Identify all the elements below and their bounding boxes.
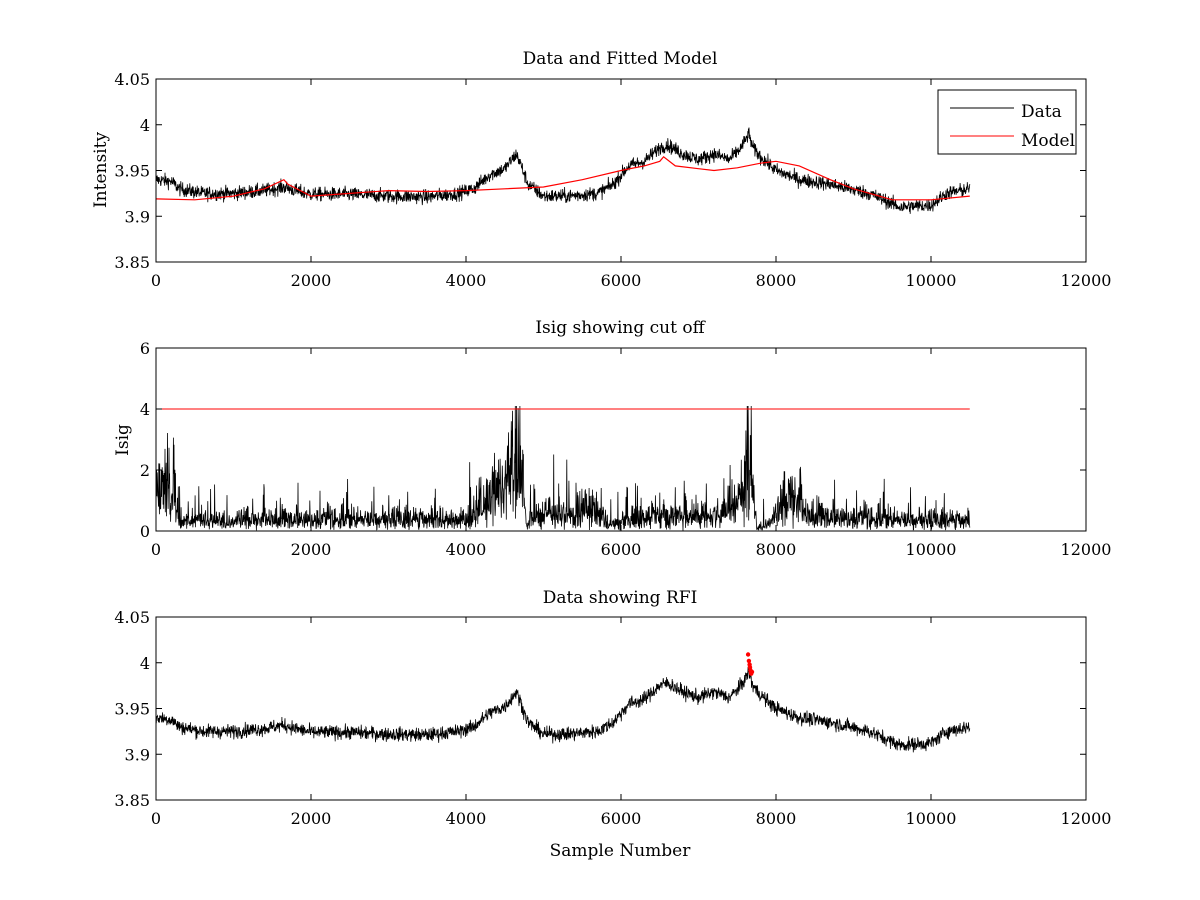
y-tick-label: 3.95 — [114, 700, 150, 719]
ticks-layer: 0 2000 4000 6000 8000 10000 12000 0 2 4 6 — [140, 339, 1112, 559]
plot-frame — [155, 78, 1087, 263]
x-tick-label: 0 — [151, 809, 161, 828]
y-tick-label: 6 — [140, 339, 150, 358]
y-tick-label: 4.05 — [114, 70, 150, 89]
rfi-marker — [745, 652, 751, 657]
y-axis-label: Isig — [113, 424, 133, 456]
x-tick-label: 4000 — [446, 809, 487, 828]
x-tick-label: 6000 — [601, 271, 642, 290]
x-tick-label: 4000 — [446, 271, 487, 290]
legend-box — [937, 89, 1077, 155]
data-series-line — [155, 127, 971, 214]
isig-series-line — [155, 405, 971, 531]
legend-label-data: Data — [1021, 102, 1062, 122]
y-tick-label: 3.85 — [114, 791, 150, 810]
subplot-data-and-fitted-model: Data and Fitted Model Intensity 0 2000 400… — [91, 49, 1111, 290]
chart-title: Data and Fitted Model — [523, 49, 718, 69]
plot-frame — [155, 347, 1087, 532]
ticks-layer: 0 2000 4000 6000 8000 10000 12000 3.85 3.9 3.95 4 4… — [114, 70, 1111, 290]
x-axis-label: Sample Number — [550, 841, 692, 861]
y-tick-label: 2 — [140, 461, 150, 480]
x-tick-label: 6000 — [601, 540, 642, 559]
y-axis-label: Intensity — [91, 132, 111, 208]
series-layer — [155, 405, 971, 531]
y-tick-label: 3.85 — [114, 253, 150, 272]
subplot-data-showing-rfi: Data showing RFI Sample Number 0 2000 4000… — [114, 588, 1111, 861]
rfi-marker — [749, 669, 755, 675]
legend-label-model: Model — [1021, 131, 1075, 151]
y-tick-label: 4.05 — [114, 608, 150, 627]
x-tick-label: 12000 — [1061, 271, 1112, 290]
x-tick-label: 12000 — [1061, 809, 1112, 828]
plot-frame — [155, 616, 1087, 801]
series-layer — [155, 652, 971, 753]
x-tick-label: 10000 — [906, 809, 957, 828]
y-tick-label: 3.9 — [125, 207, 150, 226]
x-tick-label: 4000 — [446, 540, 487, 559]
legend: Data Model — [937, 89, 1077, 155]
x-tick-label: 12000 — [1061, 540, 1112, 559]
x-tick-label: 8000 — [756, 809, 797, 828]
y-tick-label: 3.9 — [125, 745, 150, 764]
series-layer — [155, 127, 971, 214]
y-tick-label: 4 — [140, 116, 150, 135]
x-tick-label: 10000 — [906, 540, 957, 559]
y-tick-label: 0 — [140, 522, 150, 541]
y-tick-label: 3.95 — [114, 162, 150, 181]
data-series-line — [155, 666, 971, 753]
model-series-line — [155, 155, 970, 201]
x-tick-label: 10000 — [906, 271, 957, 290]
y-tick-label: 4 — [140, 654, 150, 673]
x-tick-label: 0 — [151, 271, 161, 290]
x-tick-label: 6000 — [601, 809, 642, 828]
x-tick-label: 2000 — [291, 540, 332, 559]
x-tick-label: 2000 — [291, 809, 332, 828]
x-tick-label: 0 — [151, 540, 161, 559]
x-tick-label: 8000 — [756, 271, 797, 290]
chart-title: Data showing RFI — [543, 588, 698, 608]
subplot-isig-cut-off: Isig showing cut off Isig 0 2000 4000 6000 8… — [113, 318, 1111, 559]
y-tick-label: 4 — [140, 400, 150, 419]
rfi-marker — [746, 658, 752, 664]
x-tick-label: 8000 — [756, 540, 797, 559]
x-tick-label: 2000 — [291, 271, 332, 290]
chart-title: Isig showing cut off — [535, 318, 706, 338]
ticks-layer: 0 2000 4000 6000 8000 10000 12000 3.85 3.9 3.95 4 4… — [114, 608, 1111, 828]
